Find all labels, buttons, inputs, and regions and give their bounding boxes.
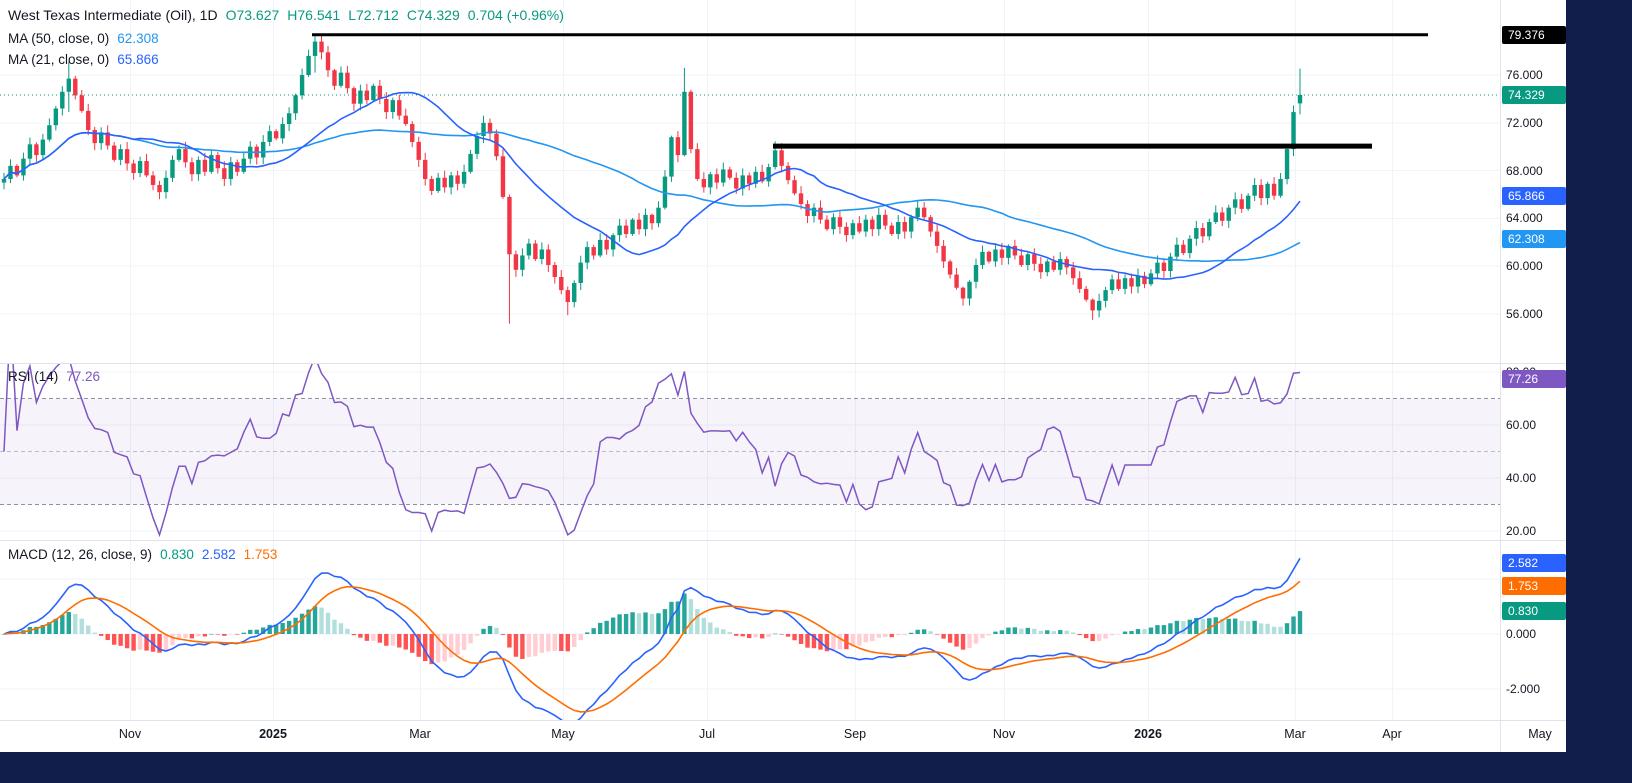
- price-scale[interactable]: 76.000 72.000 68.000 64.000 60.000 56.000 79.3…: [1500, 0, 1566, 752]
- time-axis-label: Nov: [118, 727, 142, 741]
- price-scale-label: -2.000: [1506, 682, 1541, 696]
- price-scale-label: 20.00: [1506, 524, 1537, 538]
- macd-legend-row[interactable]: MACD (12, 26, close, 9) 0.830 2.582 1.75…: [8, 547, 277, 562]
- price-scale-label: 60.000: [1506, 259, 1543, 273]
- time-axis-label: Apr: [1382, 727, 1402, 741]
- rsi-legend-row[interactable]: RSI (14) 77.26: [8, 369, 100, 384]
- ohlc-high-value: H76.541: [287, 7, 341, 23]
- macd-signal-value: 1.753: [243, 547, 278, 562]
- time-axis-label: May: [551, 727, 575, 741]
- ma21-legend-row[interactable]: MA (21, close, 0) 65.866: [8, 52, 159, 67]
- price-scale-badge: 1.753: [1502, 577, 1566, 595]
- symbol-legend-row[interactable]: West Texas Intermediate (Oil), 1D O73.62…: [8, 7, 564, 23]
- price-scale-label: 60.00: [1506, 418, 1537, 432]
- macd-hist-value: 0.830: [160, 547, 194, 562]
- price-scale-label: 68.000: [1506, 164, 1543, 178]
- rsi-label: RSI (14): [8, 369, 59, 384]
- ma50-legend-row[interactable]: MA (50, close, 0) 62.308: [8, 31, 159, 46]
- price-scale-label: 0.000: [1506, 627, 1537, 641]
- ma50-label: MA (50, close, 0): [8, 31, 110, 46]
- time-axis-label: 2026: [1134, 727, 1162, 741]
- time-axis-label: Mar: [409, 727, 431, 741]
- time-axis-label: 2025: [259, 727, 287, 741]
- price-scale-badge: 74.329: [1502, 86, 1566, 104]
- price-scale-badge: 77.26: [1502, 370, 1566, 388]
- rsi-value: 77.26: [66, 369, 101, 384]
- time-axis-label: Mar: [1284, 727, 1306, 741]
- ma21-value: 65.866: [117, 52, 159, 67]
- price-scale-badge: 0.830: [1502, 602, 1566, 620]
- price-scale-badge: 79.376: [1502, 26, 1566, 44]
- time-axis-label: May: [1528, 727, 1552, 741]
- time-axis-label: Nov: [992, 727, 1016, 741]
- time-axis-label: Jul: [699, 727, 715, 741]
- ohlc-close-value: C74.329: [406, 7, 460, 23]
- price-scale-badge: 62.308: [1502, 230, 1566, 248]
- symbol-title: West Texas Intermediate (Oil), 1D: [8, 7, 218, 23]
- price-scale-label: 64.000: [1506, 211, 1543, 225]
- price-scale-label: 40.00: [1506, 471, 1537, 485]
- price-scale-badge: 65.866: [1502, 187, 1566, 205]
- time-scale[interactable]: Nov 2025 Mar May Jul Sep Nov 2026 Mar Apr May: [0, 720, 1632, 752]
- ma50-value: 62.308: [117, 31, 159, 46]
- price-scale-label: 76.000: [1506, 68, 1543, 82]
- macd-line-value: 2.582: [201, 547, 236, 562]
- page-background-right: [1566, 0, 1632, 783]
- time-axis-label: Sep: [843, 727, 867, 741]
- ohlc-open-value: O73.627: [225, 7, 280, 23]
- change-value: 0.704 (+0.96%): [467, 7, 564, 23]
- price-scale-badge: 2.582: [1502, 554, 1566, 572]
- macd-label: MACD (12, 26, close, 9): [8, 547, 153, 562]
- ohlc-low-value: L72.712: [348, 7, 399, 23]
- price-scale-label: 72.000: [1506, 116, 1543, 130]
- page-background-bottom: [0, 752, 1632, 783]
- ma21-label: MA (21, close, 0): [8, 52, 110, 67]
- price-scale-label: 56.000: [1506, 307, 1543, 321]
